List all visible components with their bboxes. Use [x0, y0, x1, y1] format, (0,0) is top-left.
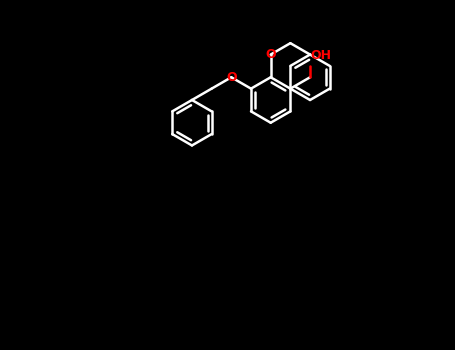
Text: O: O [265, 48, 276, 61]
Text: O: O [226, 71, 237, 84]
Text: OH: OH [310, 49, 331, 62]
